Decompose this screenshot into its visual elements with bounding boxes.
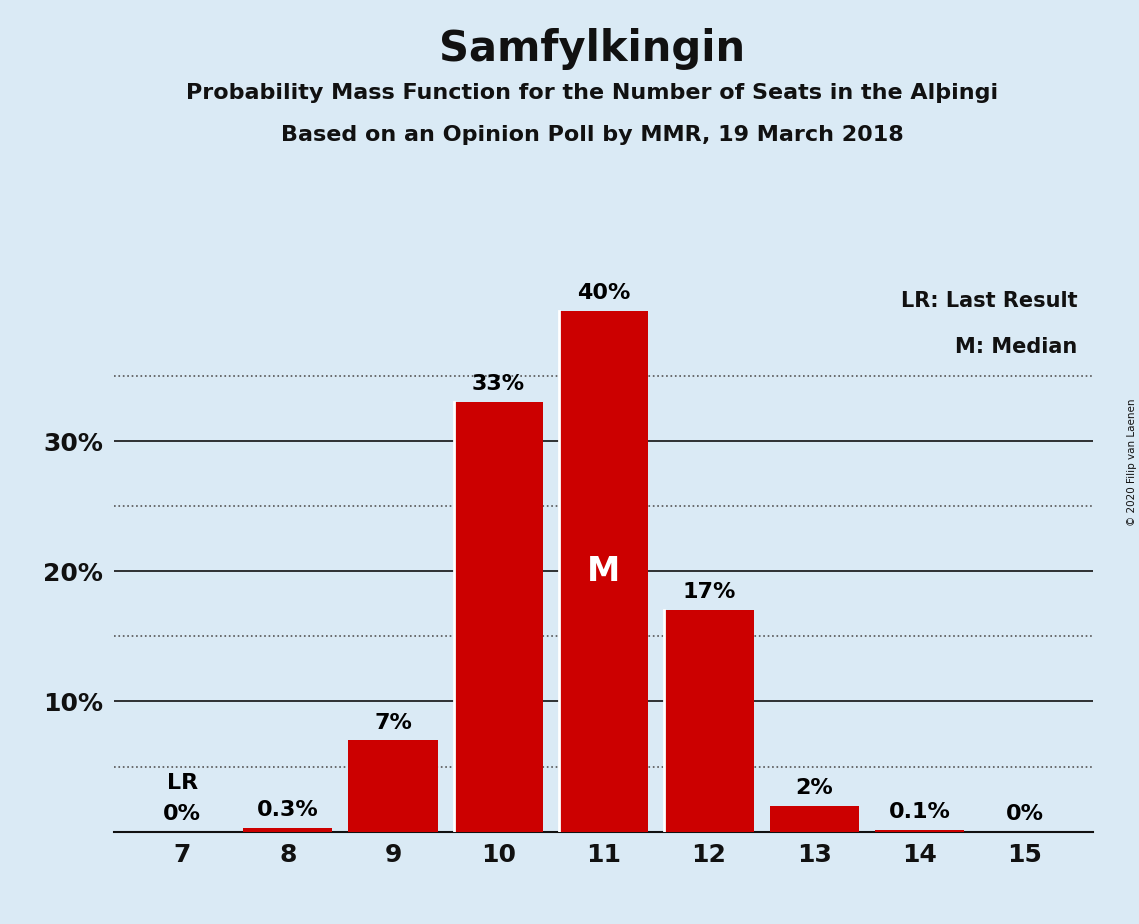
Text: M: Median: M: Median <box>956 337 1077 357</box>
Text: 7%: 7% <box>374 712 412 733</box>
Text: Based on an Opinion Poll by MMR, 19 March 2018: Based on an Opinion Poll by MMR, 19 Marc… <box>281 125 903 145</box>
Bar <box>664 610 754 832</box>
Text: 0.3%: 0.3% <box>256 800 319 820</box>
Bar <box>559 310 648 832</box>
Text: © 2020 Filip van Laenen: © 2020 Filip van Laenen <box>1126 398 1137 526</box>
Bar <box>243 828 333 832</box>
Text: Probability Mass Function for the Number of Seats in the Alþingi: Probability Mass Function for the Number… <box>186 83 999 103</box>
Bar <box>349 740 437 832</box>
Text: LR: Last Result: LR: Last Result <box>901 291 1077 311</box>
Text: 2%: 2% <box>795 778 834 797</box>
Text: 33%: 33% <box>472 374 525 395</box>
Bar <box>453 402 543 832</box>
Text: LR: LR <box>166 772 198 793</box>
Text: 40%: 40% <box>577 283 630 303</box>
Text: Samfylkingin: Samfylkingin <box>440 28 745 69</box>
Bar <box>875 831 965 832</box>
Text: 0%: 0% <box>163 804 202 824</box>
Text: 0.1%: 0.1% <box>888 802 951 822</box>
Text: M: M <box>587 554 621 588</box>
Text: 0%: 0% <box>1006 804 1044 824</box>
Text: 17%: 17% <box>682 582 736 602</box>
Bar <box>770 806 859 832</box>
